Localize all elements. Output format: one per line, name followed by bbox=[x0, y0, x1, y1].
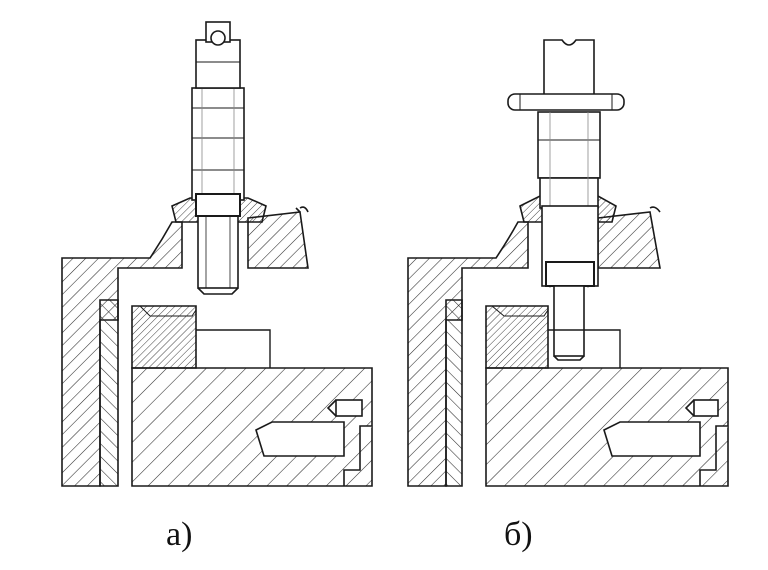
caption-b: б) bbox=[504, 516, 533, 553]
housing-top-flange bbox=[247, 211, 309, 269]
plunger-stem bbox=[195, 39, 241, 89]
pull-ring bbox=[210, 30, 226, 46]
side-pin bbox=[335, 399, 363, 417]
index-block bbox=[131, 305, 197, 369]
plunger-body bbox=[537, 111, 601, 179]
panel-b-drawing bbox=[407, 39, 729, 487]
housing-inner-wall bbox=[99, 299, 119, 487]
cross-handle bbox=[507, 93, 625, 111]
side-pin bbox=[693, 399, 719, 417]
plunger-stem bbox=[543, 39, 595, 97]
caption-a: а) bbox=[166, 516, 193, 553]
housing-inner-wall bbox=[445, 299, 463, 487]
panel-a-drawing bbox=[61, 21, 373, 487]
plunger-body bbox=[191, 87, 245, 201]
plunger-pin bbox=[553, 285, 585, 357]
index-block bbox=[485, 305, 549, 369]
